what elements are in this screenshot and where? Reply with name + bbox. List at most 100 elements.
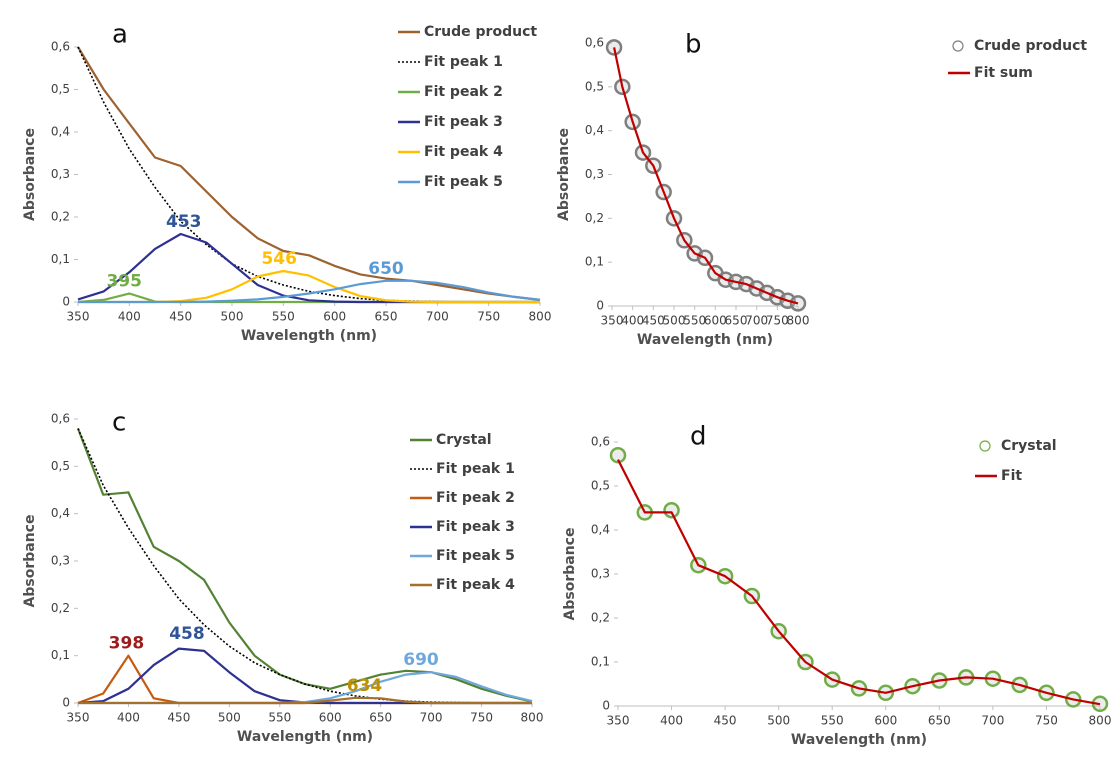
x-tick-label: 450 bbox=[169, 310, 192, 324]
series-line bbox=[77, 46, 540, 303]
series-line bbox=[78, 696, 532, 705]
y-tick-label: 0,2 bbox=[585, 211, 604, 225]
x-tick-label: 350 bbox=[67, 310, 90, 324]
series-line bbox=[617, 459, 1101, 706]
x-tick-label: 700 bbox=[426, 310, 449, 324]
x-tick-label: 750 bbox=[470, 711, 493, 725]
peak-label: 690 bbox=[403, 650, 439, 670]
x-tick-label: 350 bbox=[607, 714, 630, 728]
peak-label: 395 bbox=[106, 272, 142, 292]
x-tick-label: 800 bbox=[1089, 714, 1112, 728]
y-tick-label: 0,3 bbox=[51, 554, 70, 568]
y-axis-title: Absorbance bbox=[556, 128, 572, 221]
legend-label: Fit peak 1 bbox=[436, 461, 515, 477]
legend-label: Crude product bbox=[424, 24, 537, 40]
legend-label: Fit peak 3 bbox=[424, 114, 503, 130]
x-tick-label: 700 bbox=[981, 714, 1004, 728]
x-tick-label: 400 bbox=[660, 714, 683, 728]
y-tick-label: 0,5 bbox=[591, 479, 610, 493]
x-tick-label: 650 bbox=[375, 310, 398, 324]
panel-label: d bbox=[690, 422, 707, 452]
series-line bbox=[77, 428, 532, 704]
y-tick-label: 0,1 bbox=[585, 255, 604, 269]
x-tick-label: 700 bbox=[420, 711, 443, 725]
x-tick-label: 400 bbox=[118, 310, 141, 324]
y-tick-label: 0 bbox=[62, 696, 70, 710]
x-axis-title: Wavelength (nm) bbox=[237, 729, 373, 745]
series-line bbox=[78, 279, 541, 304]
x-tick-label: 650 bbox=[725, 314, 748, 328]
y-tick-label: 0,5 bbox=[51, 459, 70, 473]
y-tick-label: 0,6 bbox=[51, 40, 70, 54]
peak-label: 634 bbox=[347, 676, 383, 696]
x-tick-label: 800 bbox=[787, 314, 810, 328]
x-tick-label: 500 bbox=[218, 711, 241, 725]
series-line bbox=[613, 47, 799, 305]
x-tick-label: 500 bbox=[221, 310, 244, 324]
x-tick-label: 800 bbox=[521, 711, 544, 725]
legend-label: Fit bbox=[1001, 468, 1022, 484]
x-tick-label: 400 bbox=[117, 711, 140, 725]
x-tick-label: 450 bbox=[642, 314, 665, 328]
legend-label: Fit peak 4 bbox=[424, 144, 503, 160]
x-tick-label: 600 bbox=[323, 310, 346, 324]
x-tick-label: 750 bbox=[477, 310, 500, 324]
x-tick-label: 650 bbox=[928, 714, 951, 728]
x-axis-title: Wavelength (nm) bbox=[637, 332, 773, 348]
y-tick-label: 0 bbox=[602, 699, 610, 713]
data-point bbox=[609, 446, 627, 464]
x-axis-title: Wavelength (nm) bbox=[791, 732, 927, 748]
y-tick-label: 0,3 bbox=[591, 567, 610, 581]
data-point bbox=[663, 501, 680, 519]
y-tick-label: 0,4 bbox=[591, 523, 610, 537]
legend-label: Fit peak 1 bbox=[424, 54, 503, 70]
y-axis-title: Absorbance bbox=[562, 528, 578, 621]
legend-marker bbox=[979, 440, 991, 452]
x-tick-label: 750 bbox=[1035, 714, 1058, 728]
y-tick-label: 0 bbox=[596, 299, 604, 313]
legend-label: Fit peak 2 bbox=[436, 490, 515, 506]
legend-label: Fit peak 5 bbox=[424, 174, 503, 190]
x-tick-label: 400 bbox=[621, 314, 644, 328]
x-tick-label: 600 bbox=[704, 314, 727, 328]
x-tick-label: 450 bbox=[167, 711, 190, 725]
x-tick-label: 500 bbox=[663, 314, 686, 328]
y-tick-label: 0,3 bbox=[51, 167, 70, 181]
x-tick-label: 550 bbox=[821, 714, 844, 728]
y-tick-label: 0,1 bbox=[591, 655, 610, 669]
legend-label: Fit peak 4 bbox=[436, 577, 515, 593]
x-tick-label: 450 bbox=[714, 714, 737, 728]
peak-label: 650 bbox=[368, 259, 404, 279]
x-tick-label: 350 bbox=[67, 711, 90, 725]
legend-label: Crystal bbox=[1001, 438, 1057, 454]
y-tick-label: 0,6 bbox=[591, 435, 610, 449]
x-tick-label: 700 bbox=[745, 314, 768, 328]
y-tick-label: 0,2 bbox=[51, 210, 70, 224]
y-tick-label: 0,4 bbox=[51, 506, 70, 520]
x-tick-label: 750 bbox=[766, 314, 789, 328]
y-tick-label: 0,6 bbox=[51, 412, 70, 426]
y-tick-label: 0,3 bbox=[585, 167, 604, 181]
series-line bbox=[77, 46, 541, 301]
peak-label: 546 bbox=[261, 249, 297, 269]
y-tick-label: 0,1 bbox=[51, 252, 70, 266]
legend-marker bbox=[952, 40, 964, 52]
peak-label: 398 bbox=[109, 634, 145, 654]
series-line bbox=[77, 647, 532, 705]
y-axis-title: Absorbance bbox=[22, 515, 38, 608]
panel-label: b bbox=[685, 30, 702, 60]
data-point bbox=[605, 39, 623, 56]
x-tick-label: 650 bbox=[369, 711, 392, 725]
y-tick-label: 0 bbox=[62, 295, 70, 309]
series-line bbox=[78, 269, 540, 304]
y-tick-label: 0,4 bbox=[585, 123, 604, 137]
legend-label: Fit peak 2 bbox=[424, 84, 503, 100]
series-line bbox=[77, 232, 540, 304]
y-tick-label: 0,6 bbox=[585, 36, 604, 50]
x-tick-label: 500 bbox=[767, 714, 790, 728]
x-tick-label: 350 bbox=[601, 314, 624, 328]
peak-label: 458 bbox=[169, 624, 205, 644]
y-tick-label: 0,5 bbox=[585, 79, 604, 93]
x-tick-label: 600 bbox=[874, 714, 897, 728]
